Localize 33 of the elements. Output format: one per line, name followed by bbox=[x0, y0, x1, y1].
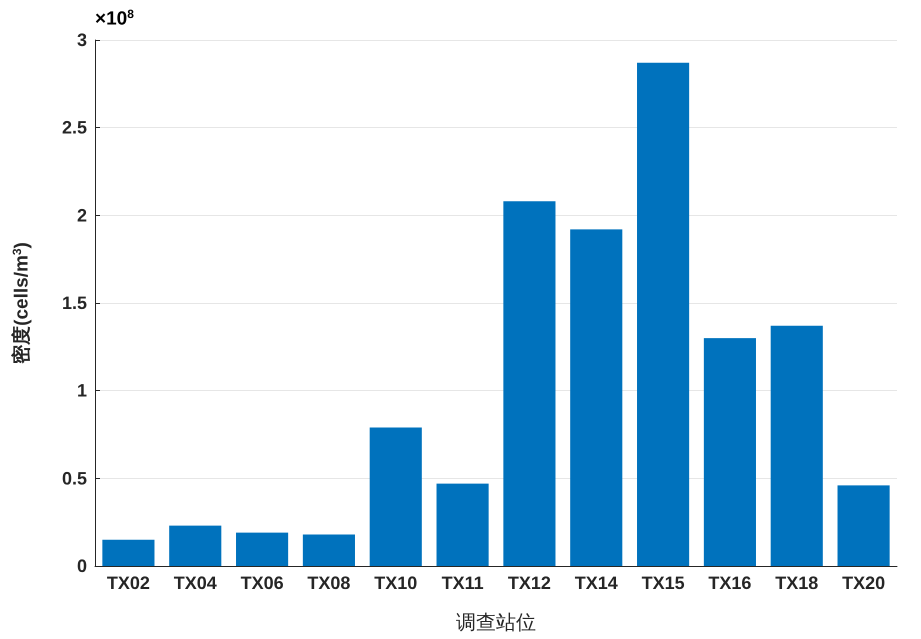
x-tick-label: TX06 bbox=[240, 573, 284, 593]
bar bbox=[102, 540, 154, 566]
bar bbox=[436, 484, 489, 566]
y-tick-label: 2 bbox=[76, 205, 87, 226]
y-axis-title: 密度(cells/m3) bbox=[10, 242, 32, 364]
bar bbox=[570, 229, 622, 566]
x-tick-label: TX20 bbox=[842, 573, 886, 593]
y-tick-label: 3 bbox=[76, 30, 87, 50]
x-axis-title: 调查站位 bbox=[456, 610, 536, 634]
x-tick-label: TX15 bbox=[642, 573, 685, 593]
x-tick-label: TX10 bbox=[374, 573, 418, 593]
y-tick-label: 2.5 bbox=[62, 118, 87, 138]
y-tick-label: 1.5 bbox=[62, 293, 87, 313]
x-tick-label: TX12 bbox=[508, 573, 551, 593]
x-tick-label: TX02 bbox=[106, 573, 150, 593]
bar bbox=[770, 326, 823, 566]
bar bbox=[302, 534, 355, 566]
bar bbox=[503, 201, 556, 566]
x-tick-label: TX04 bbox=[174, 573, 217, 593]
y-tick-label: 1 bbox=[76, 380, 87, 401]
bar bbox=[704, 338, 756, 566]
x-tick-label: TX11 bbox=[442, 573, 484, 593]
y-tick-label: 0.5 bbox=[62, 468, 87, 488]
y-tick-label: 0 bbox=[76, 556, 87, 576]
bar bbox=[236, 532, 288, 566]
x-tick-label: TX18 bbox=[775, 573, 818, 593]
x-tick-label: TX08 bbox=[307, 573, 350, 593]
bar bbox=[838, 485, 890, 566]
bar bbox=[637, 62, 690, 566]
x-tick-label: TX14 bbox=[574, 573, 618, 593]
x-tick-label: TX16 bbox=[708, 573, 752, 593]
bar bbox=[169, 526, 222, 566]
bar bbox=[370, 427, 422, 566]
